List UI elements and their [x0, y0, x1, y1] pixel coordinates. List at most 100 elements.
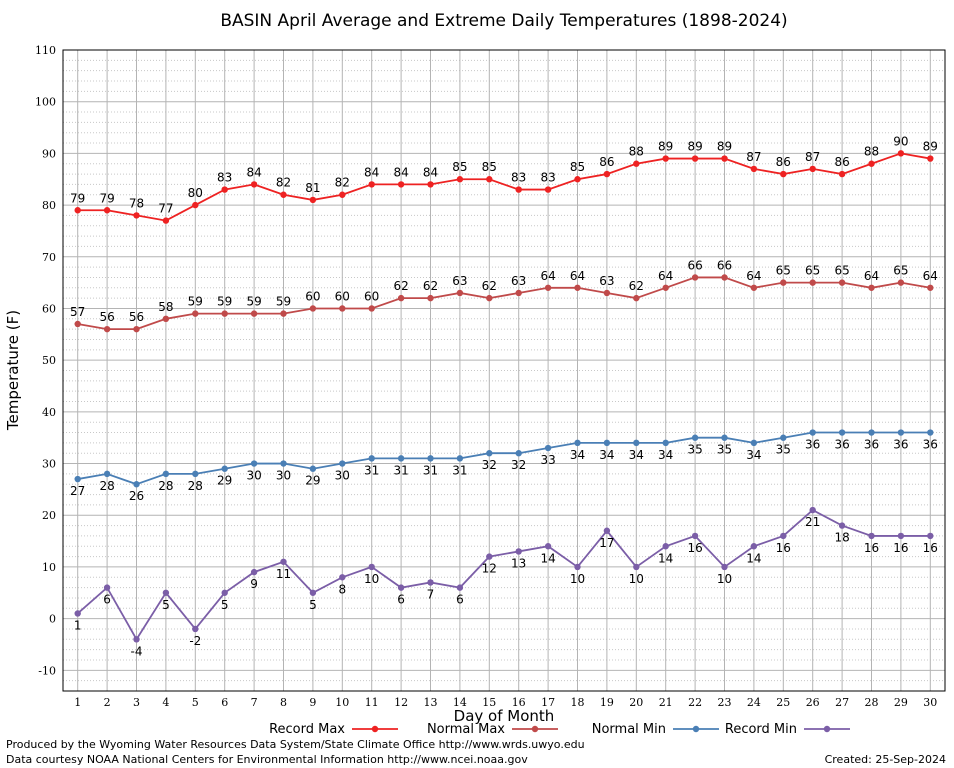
normal-max-line [77, 276, 931, 331]
x-tick-label: 27 [835, 696, 849, 709]
record-min-point [515, 548, 522, 555]
normal-max-point [544, 284, 552, 291]
x-tick-label: 6 [221, 696, 228, 709]
normal-max-data-label: 65 [776, 264, 791, 278]
normal-max-point [927, 284, 934, 291]
normal-min-data-label: 29 [217, 474, 232, 488]
record-max-data-label: 83 [540, 171, 555, 185]
normal-min-point [750, 439, 758, 447]
x-tick-label: 10 [335, 696, 349, 709]
legend-label-normal-min: Normal Min [592, 722, 666, 737]
record-min-data-label: 16 [923, 541, 938, 555]
legend-label-record-max: Record Max [269, 722, 345, 737]
normal-max-data-label: 62 [423, 279, 438, 293]
record-max-data-label: 84 [364, 165, 379, 179]
record-max-data-label: 89 [687, 140, 702, 154]
record-min-data-label: 10 [629, 572, 644, 586]
record-min-point [721, 563, 728, 571]
record-max-point [250, 181, 258, 188]
record-min-data-label: 18 [834, 531, 849, 545]
record-max-point [486, 176, 493, 183]
x-tick-label: 18 [571, 696, 585, 709]
y-tick-label: 90 [42, 147, 56, 160]
normal-min-point [868, 429, 875, 436]
record-max-point [427, 181, 434, 188]
chart-title: BASIN April Average and Extreme Daily Te… [220, 11, 787, 31]
normal-min-data-label: 31 [423, 463, 438, 477]
x-tick-label: 30 [923, 696, 937, 709]
y-tick-label: 100 [35, 96, 56, 109]
record-min-point [280, 558, 287, 565]
normal-min-point [662, 439, 669, 447]
normal-max-point [515, 289, 522, 297]
record-min-data-label: 21 [805, 515, 820, 529]
record-min-point [368, 563, 375, 571]
normal-min-data-label: 36 [864, 438, 879, 452]
normal-max-data-label: 59 [188, 295, 203, 309]
normal-min-point [368, 455, 375, 462]
record-min-data-label: 10 [717, 572, 732, 586]
normal-max-point [486, 294, 493, 302]
record-min-data-label: 6 [456, 593, 464, 607]
normal-min-point [691, 434, 699, 441]
record-min-data-label: 10 [570, 572, 585, 586]
x-tick-label: 13 [424, 696, 438, 709]
normal-max-point [691, 274, 699, 281]
record-min-point [192, 625, 199, 633]
record-min-point [339, 574, 346, 581]
record-max-data-label: 79 [99, 191, 114, 205]
normal-min-point [309, 465, 317, 472]
record-min-point [838, 522, 846, 529]
normal-max-point [368, 305, 375, 312]
record-max-data-label: 77 [158, 202, 173, 216]
grid [63, 49, 945, 692]
normal-min-point [192, 470, 199, 478]
x-tick-label: 26 [806, 696, 820, 709]
record-max-point [574, 176, 581, 183]
x-tick-label: 15 [482, 696, 496, 709]
record-max-point [897, 150, 905, 157]
normal-min-point [250, 460, 258, 467]
y-tick-label: 40 [42, 406, 56, 419]
record-max-point [750, 165, 758, 173]
normal-max-point [397, 294, 405, 302]
normal-max-data-label: 59 [217, 295, 232, 309]
legend-marker-normal-min [692, 725, 700, 733]
record-min-data-label: 17 [599, 536, 614, 550]
record-max-data-label: 88 [629, 145, 644, 159]
normal-min-point [221, 465, 228, 472]
record-max-point [74, 207, 81, 214]
normal-min-point [927, 429, 934, 436]
record-min-point [486, 553, 493, 560]
y-tick-label: 80 [42, 199, 56, 212]
record-min-data-label: 16 [776, 541, 791, 555]
x-tick-label: 17 [541, 696, 555, 709]
normal-min-point [603, 439, 611, 447]
normal-max-point [133, 325, 140, 333]
legend-marker-record-min [823, 725, 831, 733]
record-max-data-label: 82 [276, 176, 291, 190]
normal-max-data-label: 66 [717, 258, 732, 272]
normal-max-point [427, 294, 434, 302]
normal-min-point [838, 429, 846, 436]
normal-max-data-label: 63 [452, 274, 467, 288]
record-max-point [221, 186, 228, 193]
normal-min-data-label: 34 [658, 448, 673, 462]
normal-max-data-label: 64 [746, 269, 761, 283]
x-tick-label: 21 [659, 696, 673, 709]
y-tick-label: 20 [42, 509, 56, 522]
normal-min-point [515, 450, 522, 457]
normal-max-data-label: 62 [393, 279, 408, 293]
record-min-data-label: 14 [746, 551, 761, 565]
record-max-point [309, 196, 317, 204]
normal-max-data-label: 62 [629, 279, 644, 293]
legend-label-record-min: Record Min [725, 722, 797, 737]
record-min-data-label: -4 [131, 644, 143, 658]
normal-max-point [868, 284, 875, 291]
record-min-data-label: 6 [103, 593, 111, 607]
x-tick-label: 20 [629, 696, 643, 709]
record-max-point [927, 155, 934, 162]
x-tick-label: 8 [280, 696, 287, 709]
